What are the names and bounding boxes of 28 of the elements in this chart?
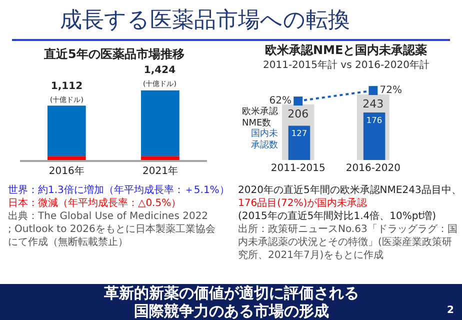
text: 176品目(72%)が国内未承認 — [238, 197, 368, 209]
chart-title: 欧米承認NMEと国内未承認薬 — [265, 43, 428, 57]
text: (2015年の直近5年間対比1.4倍、10%pt増) — [238, 210, 436, 222]
text: 成長する医薬品市場への転換 — [60, 8, 350, 33]
text: 2 — [447, 305, 454, 316]
bar — [363, 112, 386, 160]
text: 2020年の直近5年間の欧米承認NME243品目中、 — [238, 184, 462, 196]
series-label: 国内未承認数 — [251, 128, 278, 151]
data-label: 72% — [380, 85, 402, 96]
x-tick-label: 2011-2015 — [270, 163, 326, 174]
data-label: 206 — [288, 107, 309, 120]
x-tick-label: 2016-2020 — [346, 163, 400, 174]
series-label: 欧米承認NME数 — [242, 106, 278, 129]
source-note: 出典：The Global Use of Medicines 2022; Outlook to 2026をもとに日本製薬工業協会にて作成（無断転載禁止） — [8, 210, 216, 248]
chart-title: 直近5年の医薬品市場推移 — [43, 47, 184, 61]
text: 日本：微減（年平均成長率：△0.5%） — [8, 197, 182, 209]
text: 国際競争力のある市場の形成 — [134, 302, 329, 320]
text: 出所：政策研ニュースNo.63「ドラッグラグ：国内未承認薬の状況とその特徴」(医薬産業政策研究所、2021年7月)をもとに作成 — [238, 223, 458, 261]
chart-subtitle: 2011-2015年計 vs 2016-2020年計 — [263, 59, 430, 71]
text: 世界：約1.3倍に増加（年平均成長率：＋5.1%） — [8, 184, 230, 196]
data-label: 243 — [362, 97, 384, 110]
data-label: 127 — [291, 128, 308, 138]
text: 革新的新薬の価値が適切に評価される — [103, 284, 359, 302]
x-tick-label: 2021年 — [142, 165, 178, 177]
data-label: 176 — [366, 115, 382, 126]
data-label: 62% — [269, 96, 292, 107]
bar — [288, 126, 310, 160]
x-tick-label: 2016年 — [48, 165, 84, 177]
